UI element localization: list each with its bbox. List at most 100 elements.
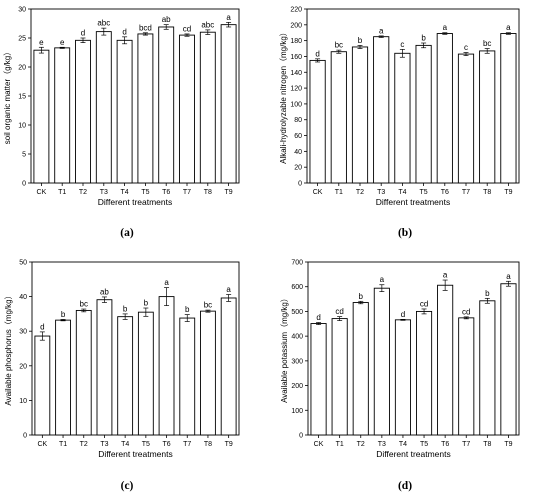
x-tick-label: T3 xyxy=(100,441,108,448)
y-tick-label: 25 xyxy=(18,36,26,43)
significance-letter: b xyxy=(421,34,426,43)
significance-letter: d xyxy=(81,29,85,38)
y-axis-title: Alkali-hydrolyzable nitrogen（mg/kg） xyxy=(279,28,288,164)
y-tick-label: 60 xyxy=(294,133,302,140)
x-tick-label: T4 xyxy=(398,189,406,196)
y-tick-label: 0 xyxy=(299,433,303,440)
y-tick-label: 0 xyxy=(22,181,26,188)
chart-panel-1: 0 5 10 15 20 25 30 e CK e T1 d T2 abc T3 d T4 bcd T5 ab T6 cd… xyxy=(3,7,240,239)
x-tick-label: T9 xyxy=(504,441,512,448)
significance-letter: a xyxy=(379,26,384,35)
x-tick-label: T9 xyxy=(225,441,233,448)
bar-t8 xyxy=(199,31,216,184)
significance-letter: c xyxy=(400,40,404,49)
bar-t1 xyxy=(331,318,348,436)
bar-ck xyxy=(34,335,51,436)
x-tick-label: CK xyxy=(314,441,324,448)
panel-label: (c) xyxy=(121,480,134,492)
bar-t5 xyxy=(416,310,433,436)
x-tick-label: T7 xyxy=(183,189,191,196)
y-tick-label: 10 xyxy=(18,123,26,130)
bar-t9 xyxy=(220,24,237,184)
significance-letter: b xyxy=(485,289,490,298)
significance-letter: ab xyxy=(162,15,171,24)
bar-t3 xyxy=(373,36,390,184)
bar-t7 xyxy=(179,317,196,436)
bar-t2 xyxy=(75,309,92,436)
significance-letter: a xyxy=(443,23,448,32)
y-tick-label: 5 xyxy=(22,152,26,159)
bar-t4 xyxy=(394,52,411,184)
significance-letter: cd xyxy=(420,299,428,308)
significance-letter: a xyxy=(164,278,169,287)
bar-t8 xyxy=(479,50,496,184)
x-tick-label: T1 xyxy=(336,441,344,448)
bar-t7 xyxy=(458,317,475,436)
bar-t1 xyxy=(54,47,71,184)
x-tick-label: T8 xyxy=(483,189,491,196)
plot-frame xyxy=(306,8,520,184)
significance-letter: ab xyxy=(100,287,109,296)
x-tick-label: T1 xyxy=(59,441,67,448)
bar-t5 xyxy=(415,44,432,184)
bar-t5 xyxy=(137,33,154,184)
bar-t7 xyxy=(179,34,195,184)
significance-letter: cd xyxy=(335,307,343,316)
x-tick-label: T1 xyxy=(58,189,66,196)
plot-frame xyxy=(31,261,240,436)
bar-t2 xyxy=(352,302,369,436)
x-tick-label: T6 xyxy=(441,441,449,448)
bar-t9 xyxy=(500,33,517,184)
significance-letter: d xyxy=(40,322,44,331)
bar-ck xyxy=(310,323,327,436)
x-tick-label: CK xyxy=(313,189,323,196)
y-tick-label: 20 xyxy=(19,363,27,370)
x-tick-label: T3 xyxy=(378,441,386,448)
significance-letter: bc xyxy=(80,300,88,309)
y-tick-label: 15 xyxy=(18,94,26,101)
x-tick-label: T7 xyxy=(462,189,470,196)
bar-t4 xyxy=(117,316,134,436)
y-axis-title: Available phosphorus（mg/kg） xyxy=(4,291,13,405)
y-tick-label: 10 xyxy=(19,398,27,405)
x-axis-title: Different treatments xyxy=(98,449,173,459)
significance-letter: e xyxy=(39,38,44,47)
chart-panel-3: 0 10 20 30 40 50 d CK b T1 bc T2 ab T3 b T4 b T5 a T6 b T7 bc T… xyxy=(4,260,240,492)
significance-letter: b xyxy=(61,310,66,319)
x-tick-label: T9 xyxy=(225,189,233,196)
significance-letter: cd xyxy=(183,24,191,33)
significance-letter: a xyxy=(506,23,511,32)
y-tick-label: 140 xyxy=(290,70,302,77)
bar-ck xyxy=(33,49,50,184)
y-tick-label: 50 xyxy=(19,260,27,267)
chart-panel-4: 0 100 200 300 400 500 600 700 d CK cd T1 b T2 a T3 d T4 cd… xyxy=(280,260,520,492)
y-tick-label: 20 xyxy=(294,165,302,172)
y-tick-label: 200 xyxy=(291,383,303,390)
y-tick-label: 100 xyxy=(291,408,303,415)
y-tick-label: 30 xyxy=(19,329,27,336)
x-axis-title: Different treatments xyxy=(98,197,173,207)
bar-t1 xyxy=(55,319,71,436)
bar-t3 xyxy=(95,31,112,184)
panel-label: (b) xyxy=(398,227,412,239)
significance-letter: b xyxy=(144,299,149,308)
x-tick-label: T2 xyxy=(80,441,88,448)
bar-t2 xyxy=(75,39,91,184)
significance-letter: d xyxy=(401,310,405,319)
bar-t3 xyxy=(373,287,390,436)
bar-t7 xyxy=(457,53,475,184)
significance-letter: d xyxy=(315,49,319,58)
x-tick-label: T4 xyxy=(399,441,407,448)
y-tick-label: 0 xyxy=(23,433,27,440)
x-tick-label: T8 xyxy=(483,441,491,448)
x-tick-label: T8 xyxy=(204,189,212,196)
significance-letter: b xyxy=(123,304,128,313)
x-tick-label: T4 xyxy=(121,441,129,448)
y-tick-label: 500 xyxy=(291,309,303,316)
bar-t5 xyxy=(137,311,154,436)
bar-t6 xyxy=(158,26,175,184)
bar-t9 xyxy=(500,283,517,436)
significance-letter: a xyxy=(226,13,231,22)
bar-t6 xyxy=(437,284,454,436)
